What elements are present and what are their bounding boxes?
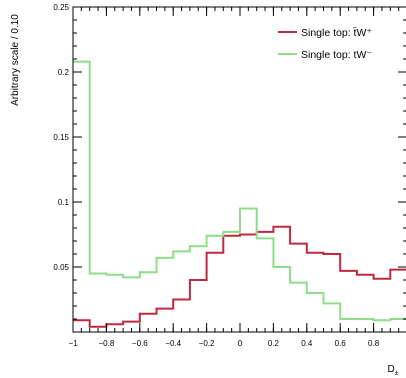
x-tick-label: 0 (238, 339, 243, 348)
x-tick-label: −0.2 (199, 339, 215, 348)
x-tick-label: −0.6 (132, 339, 148, 348)
x-tick-label: −1 (68, 339, 78, 348)
series-layer (73, 60, 406, 328)
y-tick-label: 0.05 (53, 263, 69, 272)
series-1-histogram (73, 60, 406, 328)
x-tick-label: −0.4 (165, 339, 181, 348)
x-tick-label: 0.2 (268, 339, 280, 348)
x-tick-label: 0.4 (301, 339, 313, 348)
legend-label: Single top: tW⁻ (301, 49, 372, 61)
series-2-histogram (73, 60, 406, 322)
ticks-layer: −1 −0.8 −0.6 −0.4 −0.2 0 0.2 0.4 0.6 0.8 0.05 0.1 0.… (53, 3, 406, 348)
x-axis-label: D± (387, 364, 398, 377)
y-tick-label: 0.2 (58, 68, 70, 77)
x-tick-label: −0.8 (99, 339, 115, 348)
legend: Single top: t̄W⁺ Single top: tW⁻ (278, 27, 372, 61)
y-tick-label: 0.25 (53, 3, 69, 12)
y-axis-label: Arbitrary scale / 0.10 (10, 14, 21, 106)
x-tick-label: 0.8 (368, 339, 380, 348)
y-tick-label: 0.1 (58, 198, 70, 207)
x-tick-label: 0.6 (335, 339, 347, 348)
legend-label: Single top: t̄W⁺ (301, 27, 372, 39)
y-tick-label: 0.15 (53, 133, 69, 142)
